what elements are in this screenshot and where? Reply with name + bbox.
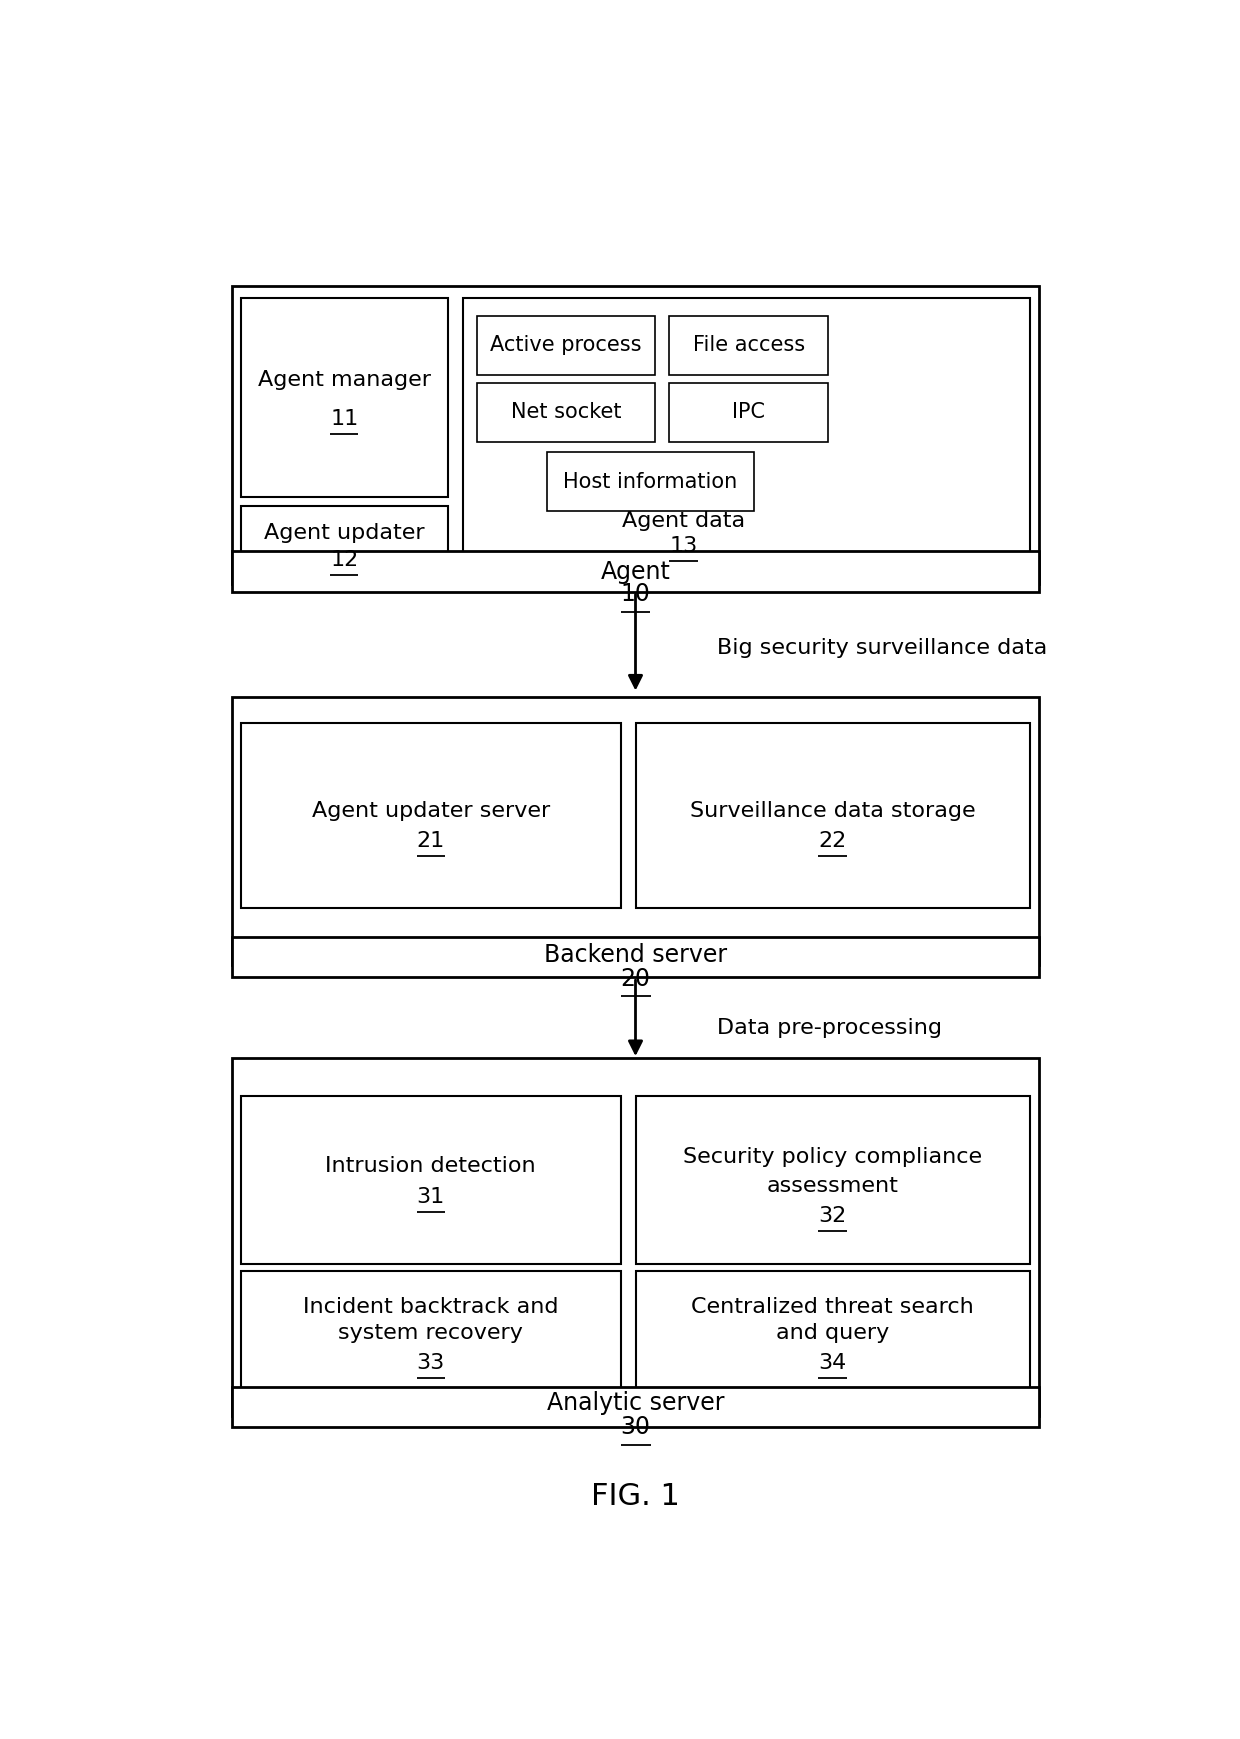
Text: Host information: Host information bbox=[563, 471, 737, 492]
FancyBboxPatch shape bbox=[635, 723, 1029, 908]
Text: Backend server: Backend server bbox=[544, 943, 727, 967]
Text: assessment: assessment bbox=[766, 1176, 899, 1196]
Text: 32: 32 bbox=[818, 1205, 847, 1226]
FancyBboxPatch shape bbox=[463, 299, 1029, 556]
Text: 20: 20 bbox=[620, 967, 651, 991]
FancyBboxPatch shape bbox=[232, 697, 1039, 965]
FancyBboxPatch shape bbox=[242, 1271, 621, 1398]
Text: 11: 11 bbox=[330, 409, 358, 430]
Text: Incident backtrack and: Incident backtrack and bbox=[303, 1297, 558, 1316]
Text: File access: File access bbox=[693, 336, 805, 355]
Text: 12: 12 bbox=[330, 550, 358, 569]
FancyBboxPatch shape bbox=[232, 1388, 1039, 1428]
Text: 22: 22 bbox=[818, 831, 847, 850]
FancyBboxPatch shape bbox=[670, 383, 828, 442]
Text: Agent updater: Agent updater bbox=[264, 523, 424, 543]
Text: Intrusion detection: Intrusion detection bbox=[325, 1156, 536, 1176]
FancyBboxPatch shape bbox=[242, 299, 448, 497]
FancyBboxPatch shape bbox=[232, 1057, 1039, 1417]
FancyBboxPatch shape bbox=[232, 287, 1039, 584]
Text: Agent updater server: Agent updater server bbox=[311, 802, 549, 821]
FancyBboxPatch shape bbox=[547, 452, 754, 511]
FancyBboxPatch shape bbox=[635, 1097, 1029, 1264]
Text: 21: 21 bbox=[417, 831, 445, 850]
FancyBboxPatch shape bbox=[242, 723, 621, 908]
Text: 30: 30 bbox=[620, 1416, 651, 1440]
Text: Centralized threat search: Centralized threat search bbox=[691, 1297, 973, 1316]
Text: 33: 33 bbox=[417, 1353, 445, 1372]
Text: Agent manager: Agent manager bbox=[258, 370, 430, 390]
Text: Analytic server: Analytic server bbox=[547, 1391, 724, 1416]
FancyBboxPatch shape bbox=[232, 551, 1039, 591]
FancyBboxPatch shape bbox=[477, 383, 655, 442]
FancyBboxPatch shape bbox=[242, 1097, 621, 1264]
Text: Active process: Active process bbox=[490, 336, 641, 355]
Text: FIG. 1: FIG. 1 bbox=[591, 1482, 680, 1511]
FancyBboxPatch shape bbox=[635, 1271, 1029, 1398]
Text: 10: 10 bbox=[620, 583, 651, 607]
FancyBboxPatch shape bbox=[242, 506, 448, 570]
Text: Security policy compliance: Security policy compliance bbox=[683, 1146, 982, 1167]
Text: and query: and query bbox=[776, 1323, 889, 1344]
Text: IPC: IPC bbox=[733, 402, 765, 423]
Text: system recovery: system recovery bbox=[339, 1323, 523, 1344]
Text: Agent data: Agent data bbox=[622, 511, 745, 530]
Text: Surveillance data storage: Surveillance data storage bbox=[689, 802, 976, 821]
Text: Net socket: Net socket bbox=[511, 402, 621, 423]
Text: Data pre-processing: Data pre-processing bbox=[717, 1017, 942, 1038]
Text: Agent: Agent bbox=[600, 560, 671, 584]
Text: 34: 34 bbox=[818, 1353, 847, 1372]
FancyBboxPatch shape bbox=[232, 937, 1039, 977]
Text: Big security surveillance data: Big security surveillance data bbox=[717, 638, 1048, 657]
FancyBboxPatch shape bbox=[477, 316, 655, 374]
Text: 13: 13 bbox=[670, 536, 698, 556]
FancyBboxPatch shape bbox=[670, 316, 828, 374]
Text: 31: 31 bbox=[417, 1188, 445, 1207]
